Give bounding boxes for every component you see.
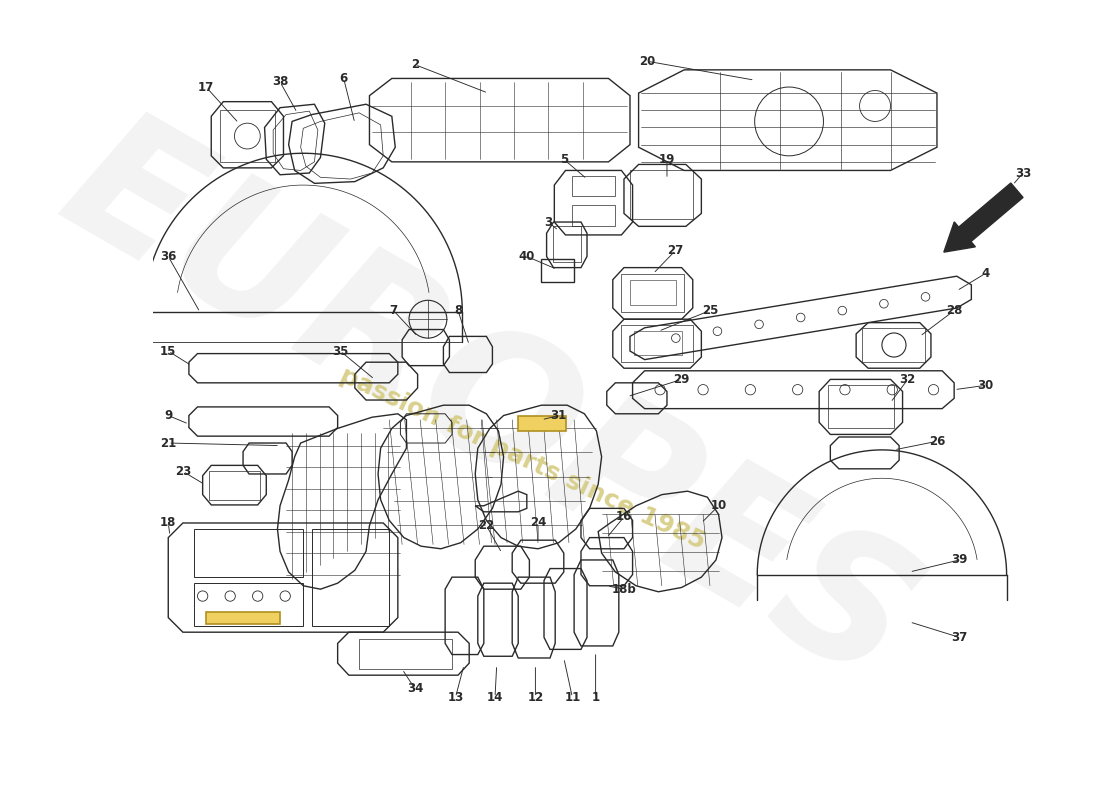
Text: 17: 17	[198, 81, 214, 94]
Text: 1: 1	[592, 691, 600, 704]
Text: 27: 27	[668, 244, 684, 257]
Text: 10: 10	[711, 499, 727, 512]
Text: 26: 26	[928, 435, 945, 448]
Text: 35: 35	[332, 345, 349, 358]
Text: 2: 2	[411, 58, 419, 71]
Text: 39: 39	[952, 554, 968, 566]
Text: 21: 21	[161, 437, 176, 450]
Text: 11: 11	[564, 691, 581, 704]
Text: 15: 15	[161, 345, 176, 358]
Text: 23: 23	[175, 465, 191, 478]
Text: passion for parts since 1985: passion for parts since 1985	[336, 363, 710, 554]
Text: 14: 14	[487, 691, 503, 704]
Text: 16: 16	[616, 510, 632, 523]
Text: 6: 6	[340, 72, 348, 85]
Text: 20: 20	[639, 54, 656, 68]
Text: 12: 12	[527, 691, 543, 704]
Text: 32: 32	[900, 373, 916, 386]
Text: EUROPES: EUROPES	[34, 94, 943, 720]
Text: 24: 24	[530, 517, 547, 530]
Text: 33: 33	[1015, 166, 1031, 179]
Text: 19: 19	[659, 153, 675, 166]
Text: 18: 18	[161, 517, 176, 530]
Text: 9: 9	[164, 409, 173, 422]
Text: 5: 5	[560, 153, 568, 166]
Text: 38: 38	[272, 75, 288, 88]
FancyArrow shape	[944, 183, 1023, 252]
Text: 40: 40	[518, 250, 535, 263]
Text: 37: 37	[952, 631, 967, 644]
Polygon shape	[518, 415, 565, 431]
Text: 25: 25	[702, 304, 718, 317]
Text: 36: 36	[161, 250, 176, 263]
Text: 29: 29	[673, 373, 690, 386]
Text: 31: 31	[550, 409, 566, 422]
Text: 34: 34	[407, 682, 424, 695]
Text: 22: 22	[478, 519, 495, 532]
Text: 4: 4	[981, 267, 989, 280]
Text: 7: 7	[389, 304, 397, 317]
Text: 13: 13	[448, 691, 463, 704]
Text: 8: 8	[454, 304, 462, 317]
Text: 30: 30	[977, 379, 993, 392]
Text: 28: 28	[946, 304, 962, 317]
Polygon shape	[206, 611, 280, 623]
Text: 3: 3	[544, 215, 552, 229]
Text: 18b: 18b	[612, 582, 637, 596]
